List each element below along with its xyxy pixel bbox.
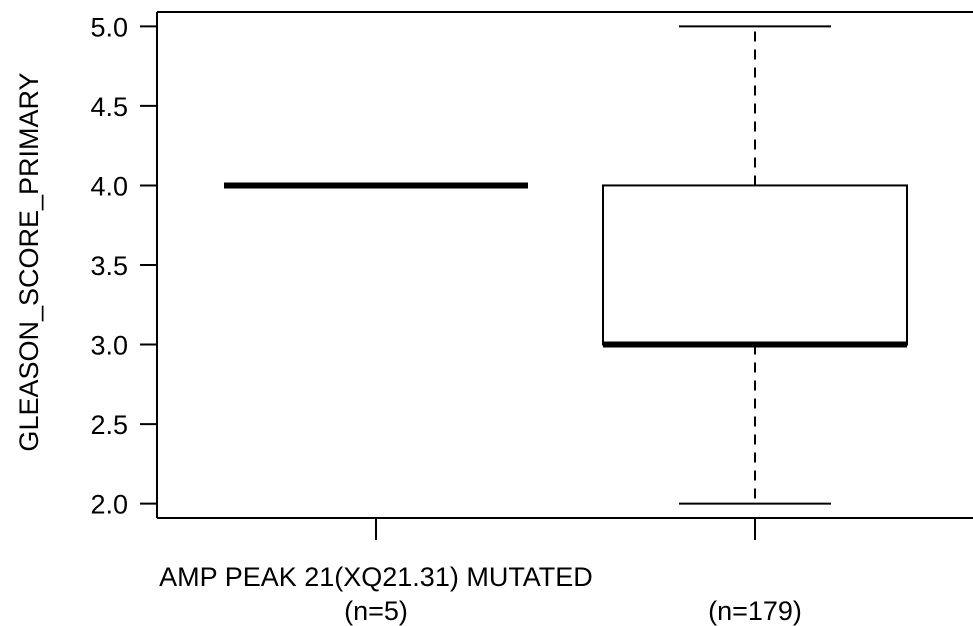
- y-tick-label: 3.5: [90, 251, 128, 281]
- boxes: [224, 25, 908, 505]
- y-tick-label: 4.0: [90, 171, 128, 201]
- y-tick-label: 2.5: [90, 410, 128, 440]
- y-tick-label: 3.0: [90, 331, 128, 361]
- y-tick-label: 4.5: [90, 92, 128, 122]
- iqr-box: [602, 184, 908, 346]
- y-axis-label: GLEASON_SCORE_PRIMARY: [14, 72, 44, 451]
- y-tick-label: 2.0: [90, 490, 128, 520]
- box-group: [602, 25, 908, 505]
- plot-frame: [156, 11, 973, 519]
- x-axis-title: AMP PEAK 21(XQ21.31) MUTATED: [159, 562, 593, 592]
- x-group-label: (n=5): [344, 596, 408, 626]
- x-ticks: (n=5) (n=179): [344, 518, 802, 626]
- y-ticks: 2.0 2.5 3.0 3.5 4.0 4.5 5.0: [90, 12, 157, 520]
- x-group-label: (n=179): [708, 596, 802, 626]
- y-tick-label: 5.0: [90, 12, 128, 42]
- y-axis: 2.0 2.5 3.0 3.5 4.0 4.5 5.0: [90, 12, 158, 520]
